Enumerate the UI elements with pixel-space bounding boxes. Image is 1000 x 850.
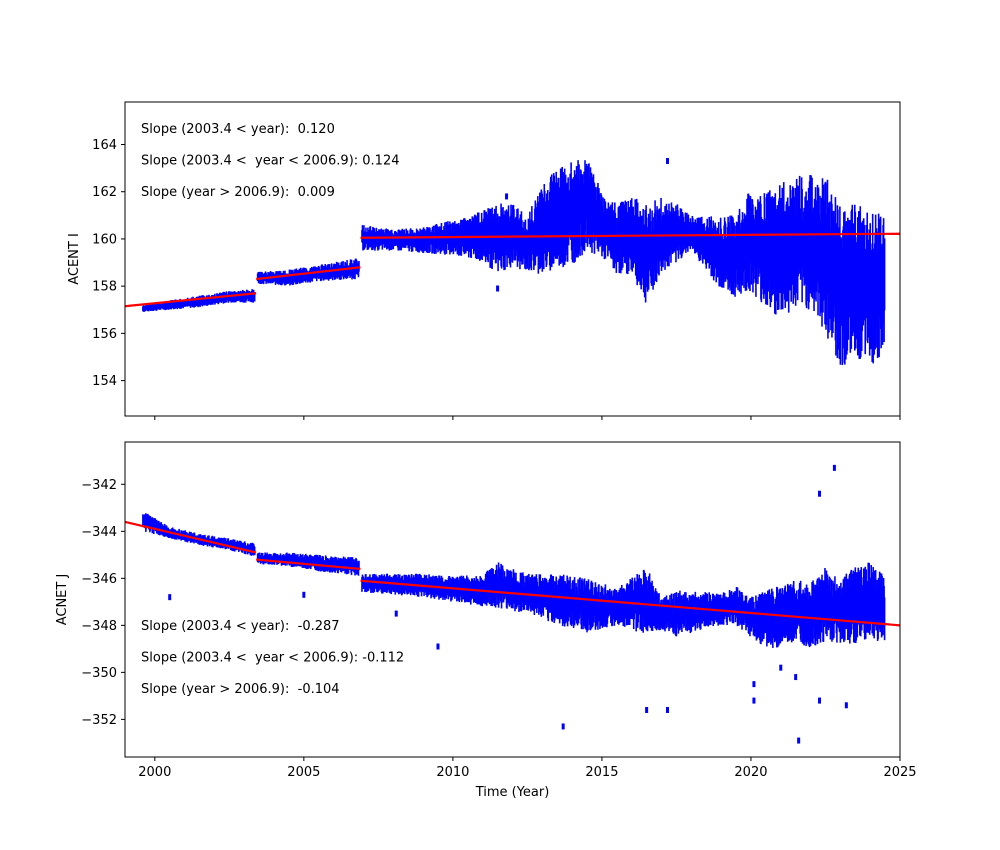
outlier-point xyxy=(302,591,306,598)
y-tick-label: −346 xyxy=(81,572,117,587)
outlier-point xyxy=(496,285,500,292)
slope-annotation: Slope (year > 2006.9): 0.009 xyxy=(141,185,335,200)
outlier-point xyxy=(561,723,565,730)
fit-line xyxy=(360,232,900,239)
outlier-point xyxy=(752,697,756,704)
axes-frame xyxy=(124,441,901,758)
outlier-point xyxy=(394,610,398,617)
y-axis-label: ACENT I xyxy=(67,233,82,285)
x-tick-label: 2020 xyxy=(734,765,767,780)
outlier-point xyxy=(818,490,822,497)
slope-annotation: Slope (2003.4 < year): -0.287 xyxy=(141,619,340,634)
outlier-point xyxy=(832,464,836,471)
y-tick-label: 164 xyxy=(92,138,117,153)
outlier-point xyxy=(666,158,669,165)
x-tick-label: 2010 xyxy=(436,765,469,780)
outlier-point xyxy=(818,697,822,704)
x-tick-label: 2025 xyxy=(883,765,916,780)
slope-annotation: Slope (2003.4 < year): 0.120 xyxy=(141,122,335,137)
slope-annotation: Slope (year > 2006.9): -0.104 xyxy=(141,682,340,697)
outlier-point xyxy=(168,594,172,601)
plot-area xyxy=(125,464,900,744)
fit-line xyxy=(256,266,361,281)
outlier-point xyxy=(794,674,798,681)
panel-acent-i: 154 156 158 160 162 164 ACENT I Slope (2003.4 <… xyxy=(67,101,901,420)
y-tick-label: −348 xyxy=(81,619,117,634)
panel-acnet-j: 2000 2005 2010 2015 2020 2025 −352 −350 −348 −346… xyxy=(55,441,917,800)
y-tick-label: −344 xyxy=(81,525,117,540)
y-axis-label: ACNET J xyxy=(55,574,70,626)
slope-annotation: Slope (2003.4 < year < 2006.9): 0.124 xyxy=(141,154,400,169)
fit-line xyxy=(125,520,257,554)
y-tick-label: 154 xyxy=(92,374,117,389)
fit-line xyxy=(256,558,361,571)
fit-line xyxy=(125,292,257,308)
y-tick-label: −342 xyxy=(81,478,117,493)
y-tick-label: 158 xyxy=(92,280,117,295)
fit-line xyxy=(360,579,900,627)
y-tick-label: 156 xyxy=(92,327,117,342)
x-tick-label: 2005 xyxy=(287,765,320,780)
outlier-point xyxy=(752,681,756,688)
x-tick-label: 2015 xyxy=(585,765,618,780)
axes-frame xyxy=(124,101,901,417)
y-tick-label: −350 xyxy=(81,666,117,681)
y-tick-label: −352 xyxy=(81,713,117,728)
x-tick-label: 2000 xyxy=(138,765,171,780)
x-axis-label: Time (Year) xyxy=(475,785,550,800)
outlier-point xyxy=(666,706,669,713)
outlier-point xyxy=(779,664,783,671)
plot-area xyxy=(125,158,900,366)
outlier-point xyxy=(797,737,801,744)
slope-annotation: Slope (2003.4 < year < 2006.9): -0.112 xyxy=(141,651,404,666)
y-tick-label: 162 xyxy=(92,185,117,200)
outlier-point xyxy=(436,643,440,650)
outlier-point xyxy=(844,702,848,709)
outlier-point xyxy=(505,193,509,200)
outlier-point xyxy=(645,706,649,713)
y-tick-label: 160 xyxy=(92,232,117,247)
